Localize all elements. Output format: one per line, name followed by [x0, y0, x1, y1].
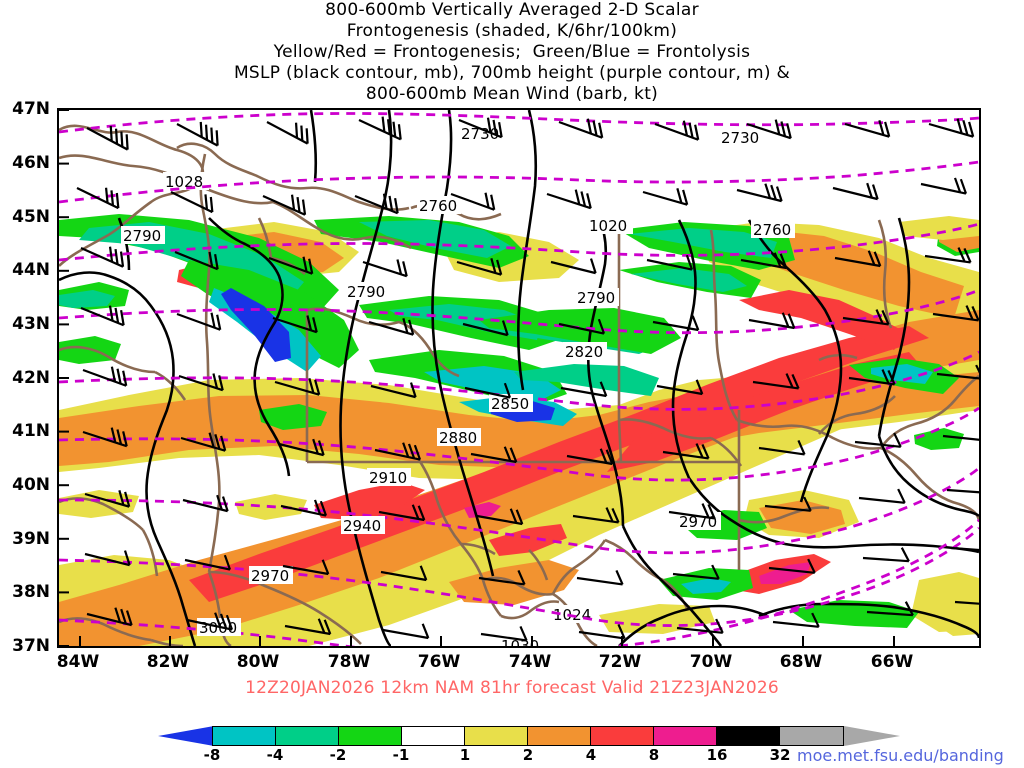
svg-text:1030: 1030: [501, 637, 539, 646]
colorbar-tick-2: 2: [522, 746, 534, 764]
ytick-label-47n: 47N: [12, 99, 50, 119]
colorbar-over-arrow: [844, 726, 900, 746]
xtick-label-82w: 82W: [146, 652, 190, 672]
svg-text:2760: 2760: [419, 197, 457, 215]
ytick-label-38n: 38N: [12, 582, 50, 602]
svg-text:2730: 2730: [721, 129, 759, 147]
colorbar: -8 -4 -2 -1 1 2 4 8 16 32: [158, 722, 900, 768]
ytick-label-45n: 45N: [12, 207, 50, 227]
colorbar-cells: [212, 726, 844, 746]
wind-barbs: [76, 116, 979, 642]
title-line-5: 800-600mb Mean Wind (barb, kt): [365, 84, 659, 104]
ytick-label-40n: 40N: [12, 475, 50, 495]
title-line-3: Yellow/Red = Frontogenesis; Green/Blue =…: [273, 42, 751, 62]
svg-text:2790: 2790: [577, 289, 615, 307]
colorbar-tick--8: -8: [203, 746, 221, 764]
title-line-4: MSLP (black contour, mb), 700mb height (…: [233, 63, 791, 83]
map-canvas: 1028 1020 1024 1030: [59, 110, 979, 646]
colorbar-cell-4: [465, 727, 528, 745]
colorbar-cell-8: [717, 727, 780, 745]
credit-url-link[interactable]: moe.met.fsu.edu/banding: [797, 746, 1004, 765]
xtick-label-78w: 78W: [327, 652, 371, 672]
colorbar-cell-5: [528, 727, 591, 745]
ytick-label-39n: 39N: [12, 529, 50, 549]
xtick-label-66w: 66W: [870, 652, 914, 672]
svg-text:2760: 2760: [753, 221, 791, 239]
xtick-label-84w: 84W: [56, 652, 100, 672]
colorbar-tick-8: 8: [648, 746, 660, 764]
svg-text:2850: 2850: [491, 395, 529, 413]
colorbar-cell-0: [213, 727, 276, 745]
axis-ticks: [59, 110, 895, 646]
svg-text:2790: 2790: [347, 283, 385, 301]
svg-text:2790: 2790: [123, 227, 161, 245]
ytick-label-37n: 37N: [12, 636, 50, 656]
svg-text:2820: 2820: [565, 343, 603, 361]
xtick-label-70w: 70W: [689, 652, 733, 672]
svg-text:1020: 1020: [589, 217, 627, 235]
colorbar-tick--2: -2: [329, 746, 347, 764]
xtick-label-76w: 76W: [417, 652, 461, 672]
colorbar-tick-1: 1: [459, 746, 471, 764]
colorbar-under-arrow: [158, 726, 214, 746]
xtick-label-68w: 68W: [779, 652, 823, 672]
map-plot-area: 1028 1020 1024 1030: [57, 108, 981, 648]
mslp-contour-labels: 1028 1020 1024 1030: [163, 172, 633, 646]
title-line-2: Frontogenesis (shaded, K/6hr/100km): [346, 21, 678, 41]
xtick-label-80w: 80W: [236, 652, 280, 672]
ytick-label-44n: 44N: [12, 260, 50, 280]
colorbar-tick--4: -4: [266, 746, 284, 764]
colorbar-tick-4: 4: [585, 746, 597, 764]
forecast-caption: 12Z20JAN2026 12km NAM 81hr forecast Vali…: [245, 678, 779, 698]
svg-text:2910: 2910: [369, 469, 407, 487]
svg-text:2940: 2940: [343, 517, 381, 535]
colorbar-cell-6: [591, 727, 654, 745]
ytick-label-43n: 43N: [12, 314, 50, 334]
colorbar-cell-3: [402, 727, 465, 745]
frontogenesis-map: 1028 1020 1024 1030: [59, 110, 979, 646]
colorbar-cell-1: [276, 727, 339, 745]
colorbar-tick-32: 32: [769, 746, 791, 764]
colorbar-cell-7: [654, 727, 717, 745]
ytick-label-42n: 42N: [12, 368, 50, 388]
title-line-1: 800-600mb Vertically Averaged 2-D Scalar: [325, 0, 699, 20]
ytick-label-46n: 46N: [12, 153, 50, 173]
colorbar-tick--1: -1: [392, 746, 410, 764]
svg-text:2970: 2970: [251, 567, 289, 585]
colorbar-cell-9: [780, 727, 843, 745]
colorbar-cell-2: [339, 727, 402, 745]
svg-text:2880: 2880: [439, 429, 477, 447]
chart-title: 800-600mb Vertically Averaged 2-D Scalar…: [0, 0, 1024, 105]
xtick-label-72w: 72W: [598, 652, 642, 672]
colorbar-tick-16: 16: [706, 746, 728, 764]
xtick-label-74w: 74W: [508, 652, 552, 672]
ytick-label-41n: 41N: [12, 421, 50, 441]
